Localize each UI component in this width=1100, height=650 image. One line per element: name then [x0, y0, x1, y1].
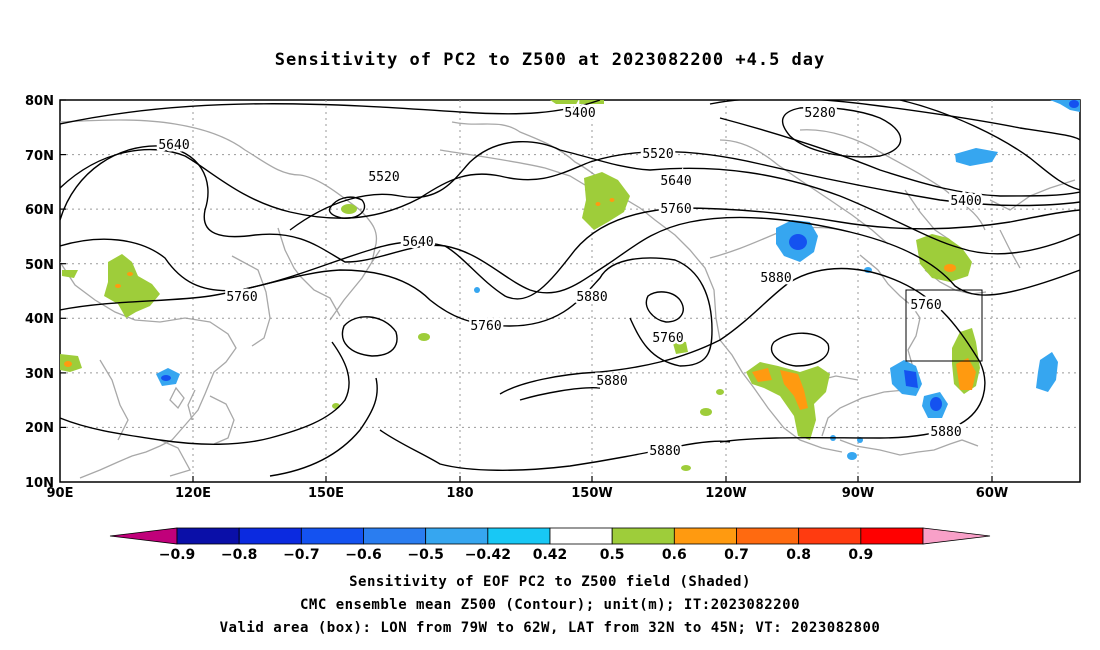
contour-label: 5880: [649, 444, 680, 459]
contour-label: 5760: [652, 331, 683, 346]
colorbar-tick-label: −0.8: [221, 547, 258, 563]
lat-label: 20N: [25, 421, 54, 436]
colorbar-box: [611, 527, 675, 545]
lon-label: 90W: [842, 486, 874, 501]
colorbar-box: [673, 527, 737, 545]
lon-label: 120W: [705, 486, 746, 501]
longitude-labels: 90E 120E 150E 180 150W 120W 90W 60W: [47, 486, 1009, 501]
caption-shaded: Sensitivity of EOF PC2 to Z500 field (Sh…: [349, 574, 751, 590]
colorbar-tick-label: −0.7: [283, 547, 320, 563]
colorbar-labels: −0.9 −0.8 −0.7 −0.6 −0.5 −0.42 0.42 0.5 0.6 0.7 0.…: [159, 547, 874, 563]
colorbar-tick-label: 0.5: [600, 547, 625, 563]
colorbar-box: [860, 527, 924, 545]
lon-label: 180: [446, 486, 473, 501]
lat-label: 70N: [25, 149, 54, 164]
colorbar-tick-label: −0.6: [345, 547, 382, 563]
colorbar-box: [425, 527, 489, 545]
lat-label: 10N: [25, 476, 54, 491]
lon-label: 150E: [308, 486, 344, 501]
contour-label: 5400: [564, 106, 595, 121]
caption-contour: CMC ensemble mean Z500 (Contour); unit(m…: [299, 597, 800, 613]
colorbar-tick-label: −0.42: [465, 547, 511, 563]
contour-label: 5880: [596, 374, 627, 389]
lat-label: 50N: [25, 258, 54, 273]
lon-label: 90E: [47, 486, 74, 501]
contour-label: 5760: [470, 319, 501, 334]
colorbar-box: [300, 527, 364, 545]
contour-label: 5760: [226, 290, 257, 305]
colorbar-min-extend: [109, 527, 178, 545]
colorbar-box: [238, 527, 302, 545]
colorbar-max-extend: [922, 527, 991, 545]
colorbar-tick-label: −0.9: [159, 547, 196, 563]
figure-title: Sensitivity of PC2 to Z500 at 2023082200…: [274, 50, 826, 70]
contour-label: 5880: [576, 290, 607, 305]
colorbar-tick-label: 0.9: [848, 547, 873, 563]
colorbar-box: [798, 527, 862, 545]
colorbar-tick-label: 0.8: [786, 547, 811, 563]
lon-label: 150W: [571, 486, 612, 501]
caption-valid-area: Valid area (box): LON from 79W to 62W, L…: [219, 620, 881, 636]
contour-labels: 5400 5280 5640 5520 5520 5640 5760 5640 5760 5400…: [156, 104, 984, 462]
lon-label: 60W: [976, 486, 1008, 501]
lat-label: 30N: [25, 367, 54, 382]
lat-label: 40N: [25, 312, 54, 327]
colorbar-box: [176, 527, 240, 545]
colorbar-tick-label: 0.42: [533, 547, 568, 563]
colorbar-tick-label: 0.6: [662, 547, 687, 563]
contour-label: 5520: [368, 170, 399, 185]
colorbar-box: [487, 527, 551, 545]
z500-contours: [60, 100, 1080, 477]
graticule: [60, 100, 1080, 482]
contour-label: 5640: [402, 235, 433, 250]
contour-label: 5760: [910, 298, 941, 313]
contour-label: 5880: [760, 271, 791, 286]
colorbar: [109, 527, 991, 545]
lat-label: 60N: [25, 203, 54, 218]
contour-label: 5640: [660, 174, 691, 189]
axis-ticks: [60, 99, 993, 482]
contour-label: 5520: [642, 147, 673, 162]
colorbar-tick-label: −0.5: [407, 547, 444, 563]
contour-label: 5640: [158, 138, 189, 153]
valid-area-box: [905, 289, 983, 362]
colorbar-tick-label: 0.7: [724, 547, 749, 563]
lon-label: 120E: [175, 486, 211, 501]
contour-label: 5760: [660, 202, 691, 217]
contour-label: 5280: [804, 106, 835, 121]
contour-label: 5880: [930, 425, 961, 440]
contour-label: 5400: [950, 194, 981, 209]
lat-label: 80N: [25, 94, 54, 109]
colorbar-box: [736, 527, 800, 545]
colorbar-box: [363, 527, 427, 545]
latitude-labels: 80N 70N 60N 50N 40N 30N 20N 10N: [25, 94, 54, 491]
colorbar-box: [549, 527, 613, 545]
shaded-sensitivity: [60, 100, 1080, 471]
